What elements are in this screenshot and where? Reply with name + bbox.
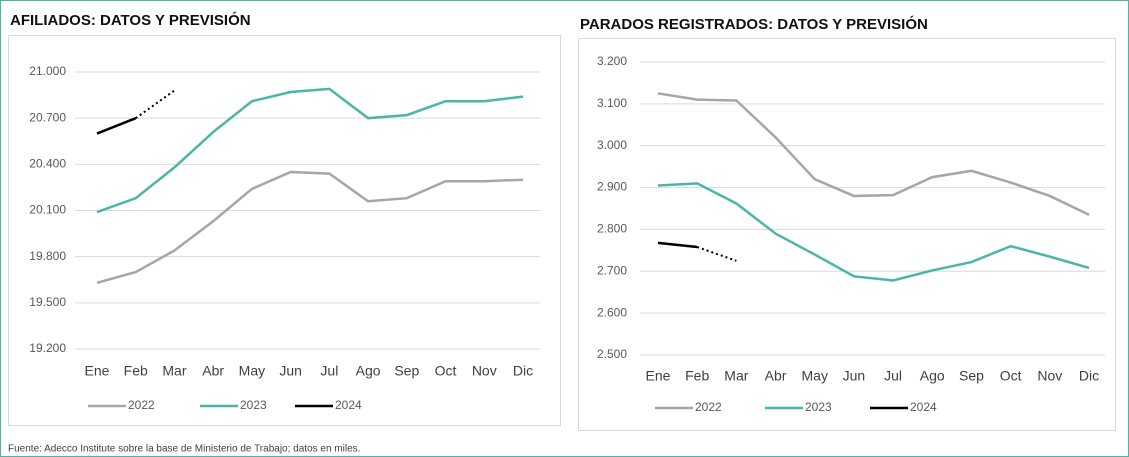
x-tick-label: Abr: [202, 363, 224, 379]
legend-label: 2024: [910, 400, 937, 414]
legend-label: 2023: [805, 400, 832, 414]
line: [657, 241, 698, 249]
line: [657, 182, 1090, 282]
legend-label: 2022: [695, 400, 722, 414]
x-tick-label: Sep: [394, 363, 419, 379]
x-tick-label: Feb: [124, 363, 148, 379]
line: [696, 246, 737, 262]
x-tick-label: Oct: [435, 363, 457, 379]
legend-label: 2023: [240, 398, 267, 412]
x-tick-label: Nov: [1037, 368, 1062, 384]
x-tick-label: Mar: [162, 363, 186, 379]
x-tick-label: Jun: [843, 368, 866, 384]
y-tick-label: 2.700: [597, 263, 627, 277]
y-tick-label: 2.500: [597, 347, 627, 361]
y-tick-label: 3.100: [597, 96, 627, 110]
x-tick-label: Ago: [356, 363, 381, 379]
x-tick-label: Dic: [513, 363, 533, 379]
y-tick-label: 3.200: [597, 54, 627, 68]
line: [657, 92, 1090, 216]
x-tick-label: Feb: [685, 368, 709, 384]
y-tick-label: 19.800: [29, 249, 66, 263]
x-tick-label: Sep: [959, 368, 984, 384]
x-tick-label: Jul: [320, 363, 338, 379]
x-tick-label: Nov: [472, 363, 497, 379]
y-tick-label: 19.200: [29, 341, 66, 355]
y-tick-label: 2.800: [597, 222, 627, 236]
y-tick-label: 20.700: [29, 110, 66, 124]
x-tick-label: Ene: [85, 363, 110, 379]
line: [96, 87, 524, 214]
x-tick-label: May: [802, 368, 828, 384]
x-tick-label: Ago: [920, 368, 945, 384]
x-tick-label: May: [239, 363, 265, 379]
line: [96, 170, 524, 285]
line: [96, 117, 137, 135]
x-tick-label: Abr: [765, 368, 787, 384]
y-tick-label: 2.600: [597, 305, 627, 319]
x-tick-label: Ene: [646, 368, 671, 384]
chart-title: AFILIADOS: DATOS Y PREVISIÓN: [10, 11, 251, 29]
x-tick-label: Oct: [1000, 368, 1022, 384]
x-tick-label: Jun: [279, 363, 302, 379]
y-tick-label: 2.900: [597, 180, 627, 194]
panel-border: [578, 38, 1116, 431]
x-tick-label: Dic: [1079, 368, 1099, 384]
y-tick-label: 3.000: [597, 138, 627, 152]
footer: Fuente: Adecco Institute sobre la base d…: [8, 444, 360, 455]
x-tick-label: Mar: [724, 368, 748, 384]
x-tick-label: Jul: [884, 368, 902, 384]
panel-border: [8, 35, 561, 426]
chart-title: PARADOS REGISTRADOS: DATOS Y PREVISIÓN: [580, 15, 928, 33]
legend-label: 2024: [335, 398, 362, 412]
y-tick-label: 21.000: [29, 64, 66, 78]
y-tick-label: 20.400: [29, 157, 66, 171]
legend-label: 2022: [128, 398, 155, 412]
y-tick-label: 20.100: [29, 203, 66, 217]
y-tick-label: 19.500: [29, 295, 66, 309]
